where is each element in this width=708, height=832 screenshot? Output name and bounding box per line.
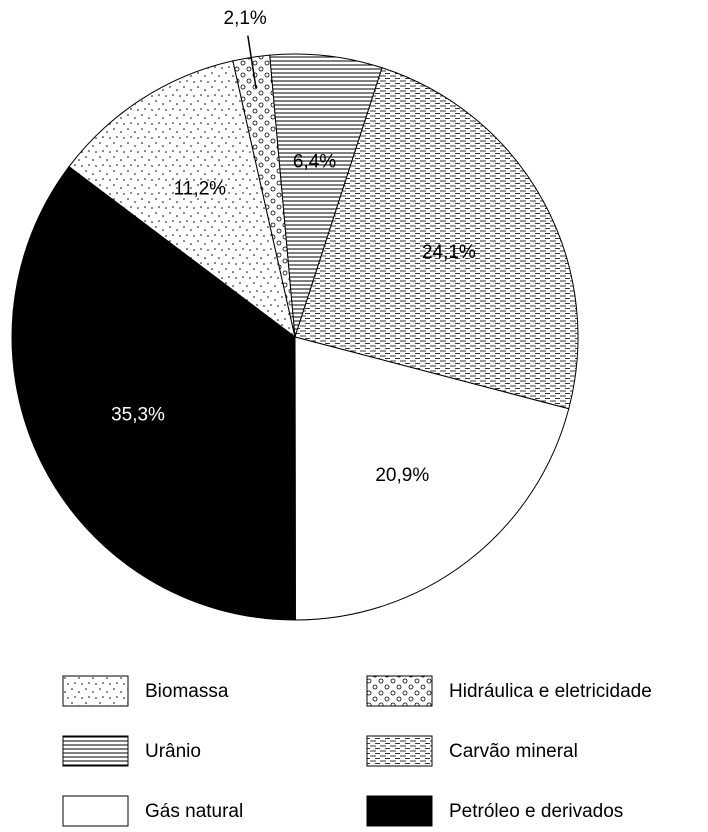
leader-line (247, 35, 257, 89)
pie-slice (11, 165, 296, 621)
legend-label: Gás natural (145, 801, 243, 822)
legend-swatch (366, 795, 433, 827)
legend-label: Petróleo e derivados (449, 801, 623, 822)
legend-swatch (62, 795, 129, 827)
legend-swatch (366, 675, 433, 707)
data-label: 2,1% (224, 8, 267, 29)
data-label: 20,9% (375, 465, 429, 486)
data-label: 6,4% (293, 152, 336, 173)
data-label: 24,1% (422, 242, 476, 263)
legend-swatch (62, 675, 129, 707)
pie-slice (269, 53, 383, 338)
legend-label: Hidráulica e eletricidade (449, 681, 652, 702)
pie-slice (294, 67, 579, 410)
pie-slice (294, 336, 570, 621)
legend-label: Carvão mineral (449, 741, 578, 762)
legend-label: Urânio (145, 741, 201, 762)
legend-swatch (62, 735, 129, 767)
data-label: 35,3% (111, 404, 165, 425)
legend-swatch (366, 735, 433, 767)
data-label: 11,2% (174, 179, 227, 200)
legend-label: Biomassa (145, 681, 229, 702)
pie-slice (68, 60, 296, 339)
